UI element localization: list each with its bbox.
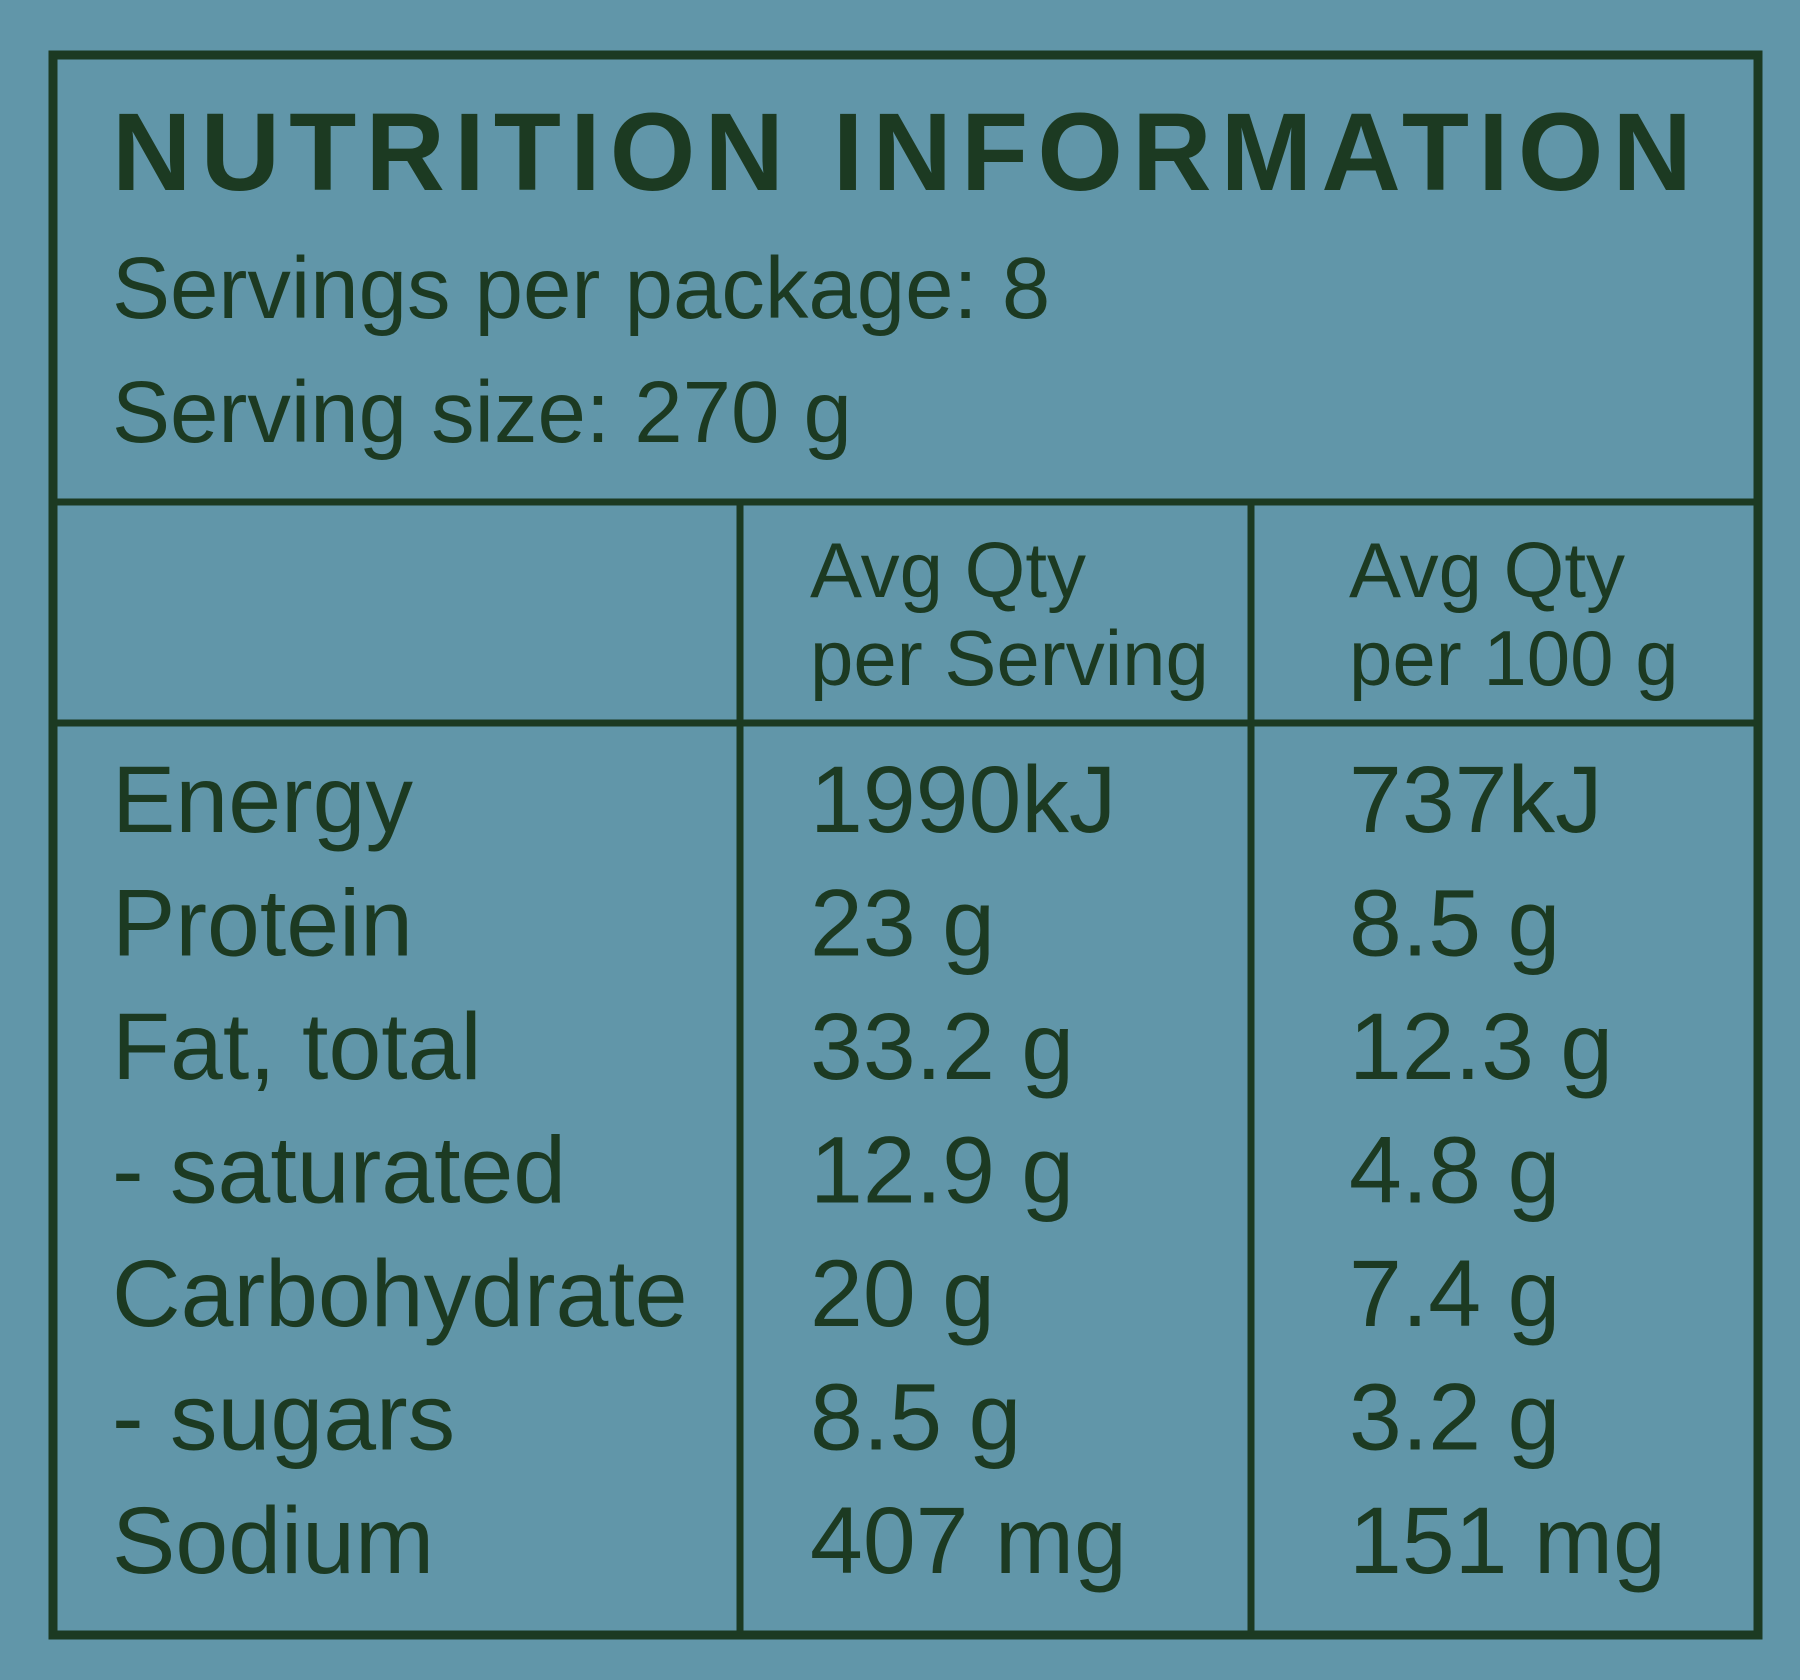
nutrient-label: Energy xyxy=(112,747,414,853)
nutrient-value: 737kJ xyxy=(1349,747,1603,853)
serving-size: Serving size: 270 g xyxy=(112,364,852,461)
outer-border xyxy=(48,50,1763,1640)
nutrient-label: - saturated xyxy=(112,1118,566,1224)
nutrient-value: 7.4 g xyxy=(1349,1241,1560,1347)
nutrient-value: 4.8 g xyxy=(1349,1118,1560,1224)
nutrient-value: 12.3 g xyxy=(1349,994,1613,1100)
column-header: per 100 g xyxy=(1349,614,1679,702)
nutrient-value: 151 mg xyxy=(1349,1488,1666,1594)
nutrient-label: Protein xyxy=(112,871,413,977)
nutrient-value: 407 mg xyxy=(810,1488,1127,1594)
nutrient-label: Fat, total xyxy=(112,994,482,1100)
nutrient-label: Sodium xyxy=(112,1488,434,1594)
nutrient-label: - sugars xyxy=(112,1365,455,1471)
nutrient-value: 33.2 g xyxy=(810,994,1074,1100)
column-header: Avg Qty xyxy=(810,526,1086,614)
nutrient-value: 3.2 g xyxy=(1349,1365,1560,1471)
nutrient-value: 8.5 g xyxy=(810,1365,1021,1471)
nutrient-value: 1990kJ xyxy=(810,747,1116,853)
nutrient-value: 12.9 g xyxy=(810,1118,1074,1224)
column-header: per Serving xyxy=(810,614,1209,702)
column-header: Avg Qty xyxy=(1349,526,1625,614)
title: NUTRITION INFORMATION xyxy=(112,91,1692,214)
nutrient-value: 23 g xyxy=(810,871,995,977)
nutrient-value: 20 g xyxy=(810,1241,995,1347)
nutrient-label: Carbohydrate xyxy=(112,1241,688,1347)
servings: Servings per package: 8 xyxy=(112,240,1050,337)
nutrient-value: 8.5 g xyxy=(1349,871,1560,977)
